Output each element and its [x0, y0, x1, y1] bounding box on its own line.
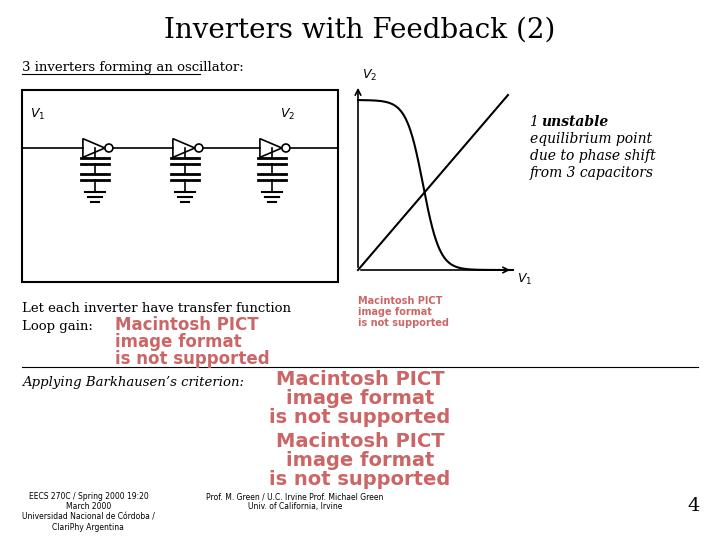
Text: is not supported: is not supported [269, 470, 451, 489]
Text: is not supported: is not supported [358, 318, 449, 328]
Text: Macintosh PICT: Macintosh PICT [276, 432, 444, 451]
Text: Macintosh PICT: Macintosh PICT [276, 370, 444, 389]
Text: $V_2$: $V_2$ [362, 68, 377, 83]
Text: 3 inverters forming an oscillator:: 3 inverters forming an oscillator: [22, 62, 244, 75]
Text: image format: image format [115, 333, 242, 351]
Text: 4: 4 [688, 497, 700, 515]
Text: Applying Barkhausen’s criterion:: Applying Barkhausen’s criterion: [22, 376, 244, 389]
Text: Let each inverter have transfer function: Let each inverter have transfer function [22, 302, 291, 315]
Text: Inverters with Feedback (2): Inverters with Feedback (2) [164, 17, 556, 44]
Text: image format: image format [358, 307, 432, 317]
Text: EECS 270C / Spring 2000 19:20
March 2000
Universidad Nacional de Córdoba /
Clari: EECS 270C / Spring 2000 19:20 March 2000… [22, 492, 155, 532]
Text: unstable: unstable [541, 115, 608, 129]
Text: 1: 1 [530, 115, 544, 129]
Text: is not supported: is not supported [115, 350, 269, 368]
Text: image format: image format [286, 451, 434, 470]
Text: equilibrium point: equilibrium point [530, 132, 652, 146]
Text: image format: image format [286, 389, 434, 408]
Text: Loop gain:: Loop gain: [22, 320, 93, 333]
Text: Prof. M. Green / U.C. Irvine Prof. Michael Green
Univ. of California, Irvine: Prof. M. Green / U.C. Irvine Prof. Micha… [207, 492, 384, 511]
Text: Macintosh PICT: Macintosh PICT [115, 316, 258, 334]
Text: is not supported: is not supported [269, 408, 451, 427]
Text: $V_2$: $V_2$ [280, 107, 295, 122]
Text: Macintosh PICT: Macintosh PICT [358, 296, 442, 306]
Text: $V_1$: $V_1$ [30, 107, 45, 122]
Text: due to phase shift: due to phase shift [530, 149, 656, 163]
Text: $V_1$: $V_1$ [517, 272, 532, 287]
Bar [22, 90, 338, 282]
Text: from 3 capacitors: from 3 capacitors [530, 166, 654, 180]
